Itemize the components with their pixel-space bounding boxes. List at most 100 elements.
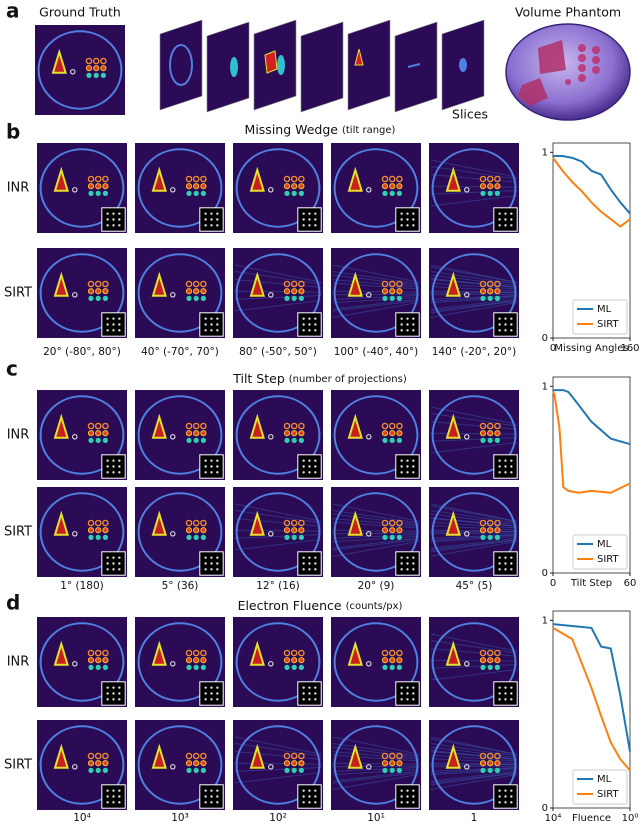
artifact-streak bbox=[332, 503, 420, 522]
fft-spot bbox=[204, 465, 207, 468]
fft-spot bbox=[412, 465, 415, 468]
artifact-streak bbox=[430, 640, 518, 654]
artifact-streak bbox=[430, 664, 518, 669]
feature-dot bbox=[284, 664, 290, 671]
artifact-streak bbox=[332, 513, 420, 526]
fft-spot bbox=[308, 465, 311, 468]
artifact-streak bbox=[430, 293, 518, 296]
feature-dot bbox=[95, 534, 101, 541]
feature-dot bbox=[94, 519, 102, 527]
artifact-streak bbox=[234, 295, 322, 300]
feature-dot bbox=[192, 422, 200, 430]
fft-spot bbox=[412, 218, 415, 221]
reconstruction-image bbox=[429, 617, 519, 707]
feature-dot bbox=[284, 295, 290, 301]
feature-dot bbox=[193, 760, 200, 767]
fft-spot bbox=[216, 789, 219, 792]
fft-spot bbox=[510, 329, 513, 332]
feature-dot bbox=[396, 190, 402, 196]
plot-frame bbox=[552, 610, 631, 809]
feature-dot bbox=[479, 760, 487, 767]
triangle bbox=[249, 510, 265, 536]
feature-dot bbox=[396, 422, 403, 430]
artifact-streak bbox=[234, 736, 322, 755]
fft-spot bbox=[308, 692, 311, 695]
small-ring bbox=[72, 434, 78, 440]
reconstruction-image bbox=[37, 617, 127, 707]
artifact-streak bbox=[332, 754, 420, 762]
fft-spot bbox=[210, 317, 213, 320]
artifact-streak bbox=[430, 534, 518, 541]
triangle bbox=[151, 743, 167, 769]
fft-spot bbox=[498, 224, 501, 227]
slice bbox=[206, 21, 250, 113]
panel-letter: b bbox=[6, 120, 20, 144]
feature-dot bbox=[185, 752, 193, 760]
feature-dot bbox=[95, 183, 102, 190]
feature-dot bbox=[291, 430, 298, 437]
feature-dot bbox=[389, 767, 395, 774]
fft-spot bbox=[406, 323, 409, 326]
feature-dot bbox=[95, 295, 101, 301]
triangle bbox=[151, 510, 167, 536]
fft-spot bbox=[412, 224, 415, 227]
reconstruction-image bbox=[429, 143, 519, 233]
artifact-streak bbox=[234, 503, 322, 522]
feature-dot bbox=[479, 519, 487, 527]
small-ring bbox=[170, 531, 176, 537]
feature-dot bbox=[389, 657, 396, 664]
column-label: 10¹ bbox=[367, 812, 385, 824]
feature-dot bbox=[283, 519, 291, 527]
feature-dot bbox=[298, 430, 305, 437]
slice-blob bbox=[459, 58, 467, 72]
feature-dot bbox=[487, 288, 494, 295]
feature-dot bbox=[494, 664, 500, 671]
fft-spot bbox=[216, 218, 219, 221]
fft-spot bbox=[400, 459, 403, 462]
artifact-streak bbox=[332, 532, 420, 535]
fft-spot bbox=[504, 329, 507, 332]
small-ring bbox=[268, 764, 274, 770]
legend-label: SIRT bbox=[597, 554, 620, 565]
legend-label: ML bbox=[597, 774, 612, 785]
artifact-streak bbox=[430, 758, 518, 764]
column-label: 100° (-40°, 40°) bbox=[334, 346, 419, 358]
feature-dot bbox=[479, 649, 487, 657]
reconstruction-image bbox=[135, 248, 225, 338]
feature-dot bbox=[389, 527, 396, 534]
outer-ring bbox=[431, 492, 517, 572]
fft-spot bbox=[498, 459, 501, 462]
reconstruction-image bbox=[429, 390, 519, 480]
x-tick-label: 160 bbox=[620, 343, 639, 354]
column-label: 20° (9) bbox=[358, 580, 395, 592]
artifact-streak bbox=[332, 537, 420, 549]
artifact-streak bbox=[430, 166, 518, 180]
phantom-title: Volume Phantom bbox=[515, 5, 621, 20]
feature-dot bbox=[87, 527, 95, 534]
reconstruction-image bbox=[35, 25, 125, 115]
fft-spot bbox=[314, 692, 317, 695]
outer-ring bbox=[137, 148, 223, 228]
feature-dot bbox=[298, 175, 305, 183]
outer-ring bbox=[333, 622, 419, 702]
fft-spot bbox=[204, 471, 207, 474]
panel-title: Tilt Step (number of projections) bbox=[232, 371, 407, 386]
fft-spot bbox=[112, 224, 115, 227]
y-tick-label: 1 bbox=[542, 147, 548, 158]
feature-dot bbox=[396, 527, 403, 534]
slice-ring bbox=[169, 44, 193, 86]
artifact-streak bbox=[332, 301, 420, 318]
fft-spot bbox=[314, 329, 317, 332]
fft-spot bbox=[406, 212, 409, 215]
feature-dot bbox=[291, 657, 298, 664]
fft-spot bbox=[204, 317, 207, 320]
feature-dot bbox=[87, 657, 95, 664]
y-tick-label: 0 bbox=[542, 803, 548, 814]
fft-spot bbox=[308, 556, 311, 559]
artifact-streak bbox=[430, 532, 518, 535]
fft-spot bbox=[498, 556, 501, 559]
fft-spot bbox=[412, 789, 415, 792]
feature-dot bbox=[479, 280, 487, 288]
feature-dot bbox=[480, 437, 486, 443]
